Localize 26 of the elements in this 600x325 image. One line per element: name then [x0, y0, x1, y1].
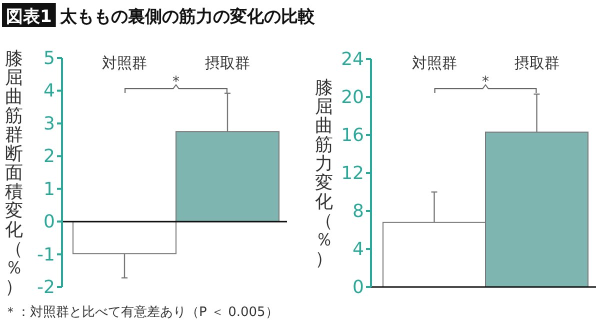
- annotation: *: [172, 74, 180, 90]
- y-tick-label: 2: [44, 146, 55, 168]
- chart-title: 太ももの裏側の筋力の変化の比較: [58, 7, 316, 27]
- y-tick-label: -1: [37, 244, 55, 266]
- y-tick-label: 4: [44, 80, 55, 102]
- y-tick-label: -2: [37, 277, 55, 298]
- y-tick-label: 0: [44, 212, 55, 233]
- x-tick-label: 摂取群: [514, 54, 560, 72]
- y-tick-label: 3: [44, 113, 55, 134]
- y-tick-label: 8: [352, 201, 364, 222]
- text: ＊：対照群と比べて有意差あり（P ＜ 0.005）: [4, 304, 278, 320]
- annotation: *: [482, 74, 489, 90]
- y-tick-label: 12: [341, 163, 364, 184]
- x-tick-label: 対照群: [412, 54, 457, 72]
- y-tick-label: 5: [44, 48, 55, 69]
- y-tick-label: 1: [44, 178, 55, 200]
- text: 膝屈曲筋群断面積変化（％）: [5, 48, 23, 298]
- y-tick-label: 0: [352, 277, 364, 298]
- y-tick-label: 20: [341, 87, 364, 108]
- text: 膝屈曲筋力変化（％）: [315, 77, 333, 270]
- x-tick-label: 摂取群: [205, 54, 250, 72]
- chart-subtitle: 図表1: [6, 7, 52, 27]
- y-tick-label: 24: [341, 49, 364, 70]
- y-tick-label: 16: [341, 125, 364, 146]
- x-tick-label: 対照群: [102, 54, 147, 72]
- y-tick-label: 4: [352, 239, 364, 260]
